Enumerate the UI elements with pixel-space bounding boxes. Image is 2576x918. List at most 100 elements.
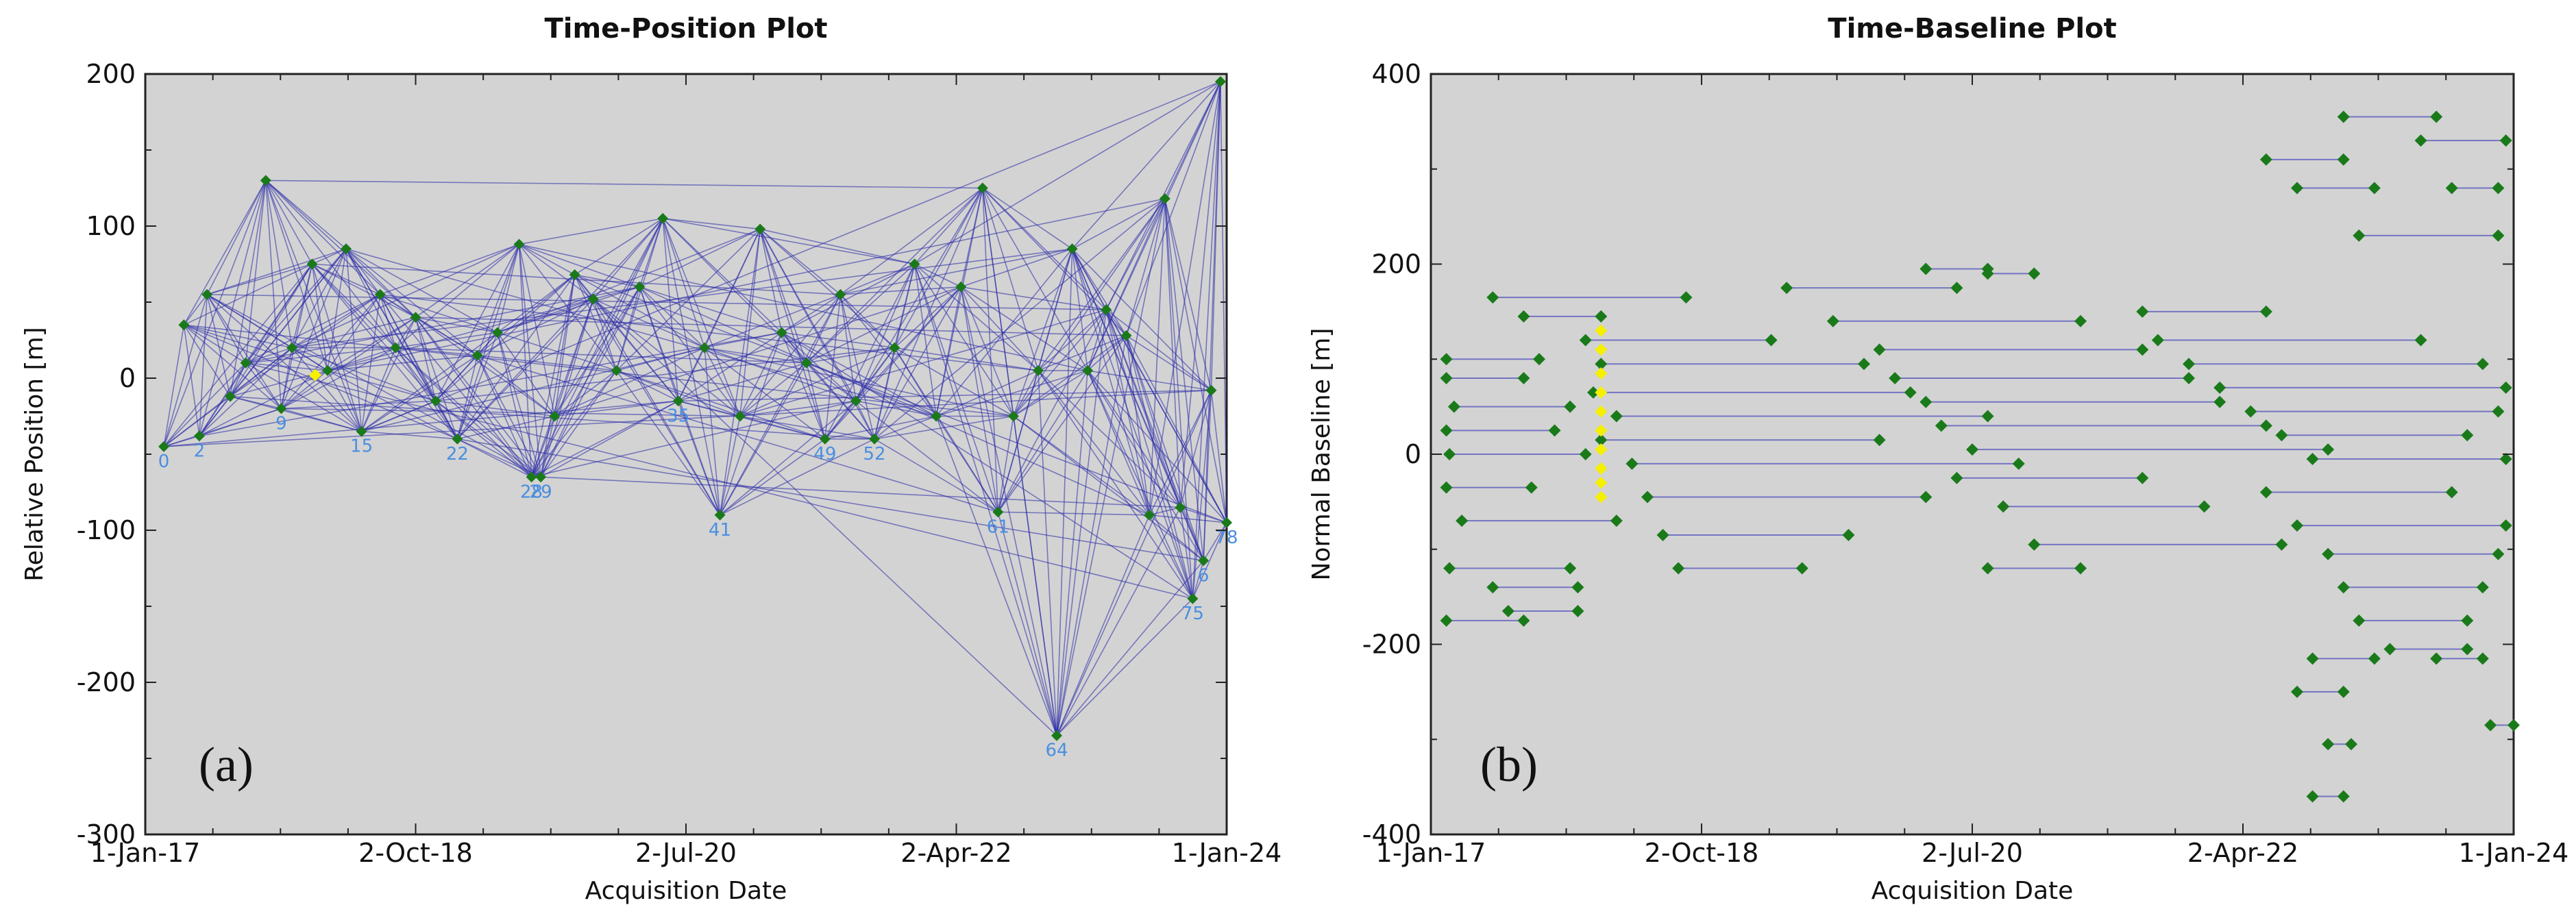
baseline-edge: [265, 180, 313, 264]
baseline-edge: [1013, 309, 1107, 417]
x-axis-label-b: Acquisition Date: [1872, 877, 2074, 905]
baseline-edge: [540, 218, 663, 477]
x-tick-label: 1-Jan-17: [90, 838, 201, 868]
baseline-edge: [781, 332, 1193, 599]
baseline-edge: [663, 218, 915, 265]
baseline-edge: [1164, 199, 1181, 508]
baseline-edge: [457, 438, 541, 478]
baseline-edge: [913, 264, 999, 512]
baseline-edge: [245, 362, 282, 409]
pair-end-point: [1795, 562, 1808, 575]
pair-end-point: [2345, 738, 2357, 751]
baseline-edge: [1056, 507, 1181, 736]
acquisition-point: [286, 342, 298, 353]
baseline-edge: [1126, 335, 1212, 391]
baseline-edge: [245, 362, 328, 371]
pair-start-point: [2306, 790, 2319, 803]
acquisition-point: [1032, 364, 1044, 376]
pair-end-point: [2368, 182, 2381, 195]
baseline-edge: [739, 332, 783, 417]
x-tick-label: 2-Oct-18: [358, 838, 473, 868]
pair-start-point: [2291, 685, 2303, 698]
edges-b: [1446, 116, 2514, 797]
acquisition-point: [1007, 410, 1019, 422]
baseline-edge: [677, 401, 721, 516]
super-master-point: [1595, 343, 1608, 356]
baseline-edge: [554, 370, 617, 417]
baseline-edge: [739, 362, 807, 417]
baseline-edge: [245, 294, 381, 364]
baseline-edge: [1149, 390, 1212, 516]
pair-end-point: [1950, 282, 1963, 295]
baseline-edge: [855, 264, 916, 401]
acquisition-point: [800, 357, 812, 369]
baseline-edge: [395, 244, 520, 349]
baseline-edge: [497, 332, 617, 371]
baseline-edge: [554, 299, 594, 417]
acquisition-point: [549, 410, 561, 422]
baseline-edge: [327, 249, 347, 371]
baseline-edge: [379, 294, 458, 440]
baseline-edge: [456, 218, 663, 440]
baseline-edge: [639, 286, 705, 349]
baseline-edge: [265, 180, 363, 432]
chart-title-b: Time-Baseline Plot: [1828, 13, 2116, 45]
baseline-edge: [840, 248, 1072, 295]
baseline-edge: [1038, 370, 1057, 736]
acquisition-point: [178, 319, 190, 331]
baseline-edge: [719, 416, 741, 515]
baseline-edge: [361, 430, 458, 440]
x-tick-label: 2-Jul-20: [1922, 838, 2023, 868]
baseline-edge: [379, 294, 396, 348]
pair-end-point: [2259, 305, 2272, 318]
baseline-edge: [540, 299, 594, 477]
pair-start-point: [1656, 528, 1669, 541]
baseline-edge: [291, 294, 381, 349]
point-label: 64: [1045, 741, 1068, 761]
baseline-edge: [1105, 309, 1194, 599]
baseline-edge: [1072, 198, 1166, 250]
acquisition-point: [587, 293, 599, 305]
panel-label-a: (a): [199, 737, 254, 792]
pair-start-point: [1579, 334, 1592, 347]
pair-start-point: [2353, 614, 2366, 627]
baseline-edge: [913, 264, 1014, 417]
baseline-edge: [395, 347, 478, 356]
pair-end-point: [1564, 562, 1577, 575]
pair-end-point: [1525, 481, 1538, 494]
pair-start-point: [2337, 110, 2350, 123]
baseline-edge: [1087, 335, 1127, 371]
baseline-edge: [435, 400, 532, 477]
baseline-edge: [1038, 198, 1166, 371]
baseline-edge: [1038, 249, 1073, 371]
acquisition-point: [1175, 501, 1186, 513]
y-axis-label-a: Relative Position [m]: [21, 327, 49, 581]
baseline-edge: [663, 218, 761, 230]
pair-end-point: [2476, 652, 2489, 665]
nodes-b: [1440, 110, 2520, 803]
baseline-edge: [1164, 81, 1221, 199]
baseline-edge: [311, 263, 437, 401]
baseline-edge: [554, 274, 576, 417]
baseline-edge: [265, 180, 282, 409]
point-label: 28: [520, 482, 543, 502]
pair-end-point: [2461, 429, 2474, 442]
super-master-point: [1595, 405, 1608, 418]
baseline-edge: [662, 218, 679, 401]
baseline-edge: [739, 229, 761, 417]
baseline-edge: [639, 286, 741, 417]
baseline-edge: [206, 248, 347, 295]
baseline-edge: [1071, 249, 1088, 371]
edges-a: [163, 81, 1227, 736]
baseline-edge: [894, 188, 983, 348]
point-label: 61: [987, 517, 1009, 537]
baseline-edge: [327, 354, 478, 371]
baseline-edge: [163, 325, 185, 447]
baseline-edge: [1125, 335, 1151, 515]
baseline-edge: [935, 416, 999, 512]
pair-end-point: [2499, 134, 2512, 147]
baseline-edge: [518, 244, 541, 477]
point-label: 2: [194, 441, 206, 461]
baseline-edge: [554, 286, 961, 417]
baseline-edge: [395, 332, 498, 349]
